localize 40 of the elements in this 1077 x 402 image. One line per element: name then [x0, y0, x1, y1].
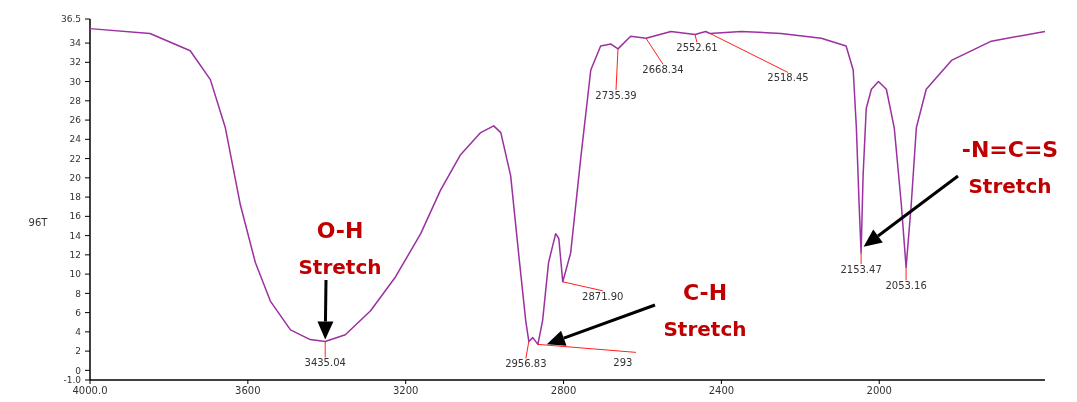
y-tick-label: 34 [69, 38, 82, 49]
y-tick-label: 18 [69, 192, 82, 203]
x-tick-label: 2000 [866, 385, 892, 396]
y-axis-title: 96T [28, 216, 49, 228]
y-tick-label: 16 [69, 211, 82, 222]
annotation: 2053.16 [885, 280, 927, 292]
y-tick-label: 20 [69, 172, 82, 183]
y-tick-label: 22 [69, 153, 81, 164]
annotation: 2518.45 [767, 72, 809, 84]
y-tick-label: 6 [75, 307, 82, 318]
y-tick-label: 10 [69, 269, 82, 280]
annotation: O-H Stretch [298, 218, 382, 279]
y-tick-label: 12 [69, 250, 81, 260]
y-tick-label: 28 [69, 95, 82, 106]
y-tick-label: 8 [75, 288, 82, 299]
annotation: -N=C=S Stretch [961, 137, 1059, 198]
x-tick-label: 4000.0 [72, 385, 108, 396]
y-tick-label: -1.0 [63, 375, 82, 386]
y-tick-label: 2 [75, 346, 81, 357]
annotation: 2871.90 [582, 290, 624, 302]
x-tick-label: 3600 [235, 385, 261, 396]
y-tick-label: 26 [69, 115, 82, 126]
x-tick-label: 2800 [550, 385, 577, 396]
y-tick-label: 14 [69, 230, 82, 241]
annotation: C-H Stretch [663, 280, 747, 341]
annotation: 2552.61 [676, 42, 718, 54]
y-tick-label: 4 [75, 327, 82, 338]
y-tick-label: 32 [69, 57, 81, 68]
annotation: 2735.39 [595, 89, 637, 101]
annotation: 3435.04 [304, 357, 346, 369]
annotation: 2956.83 [505, 358, 547, 370]
x-tick-label: 2400 [708, 385, 735, 396]
annotation: 2668.34 [642, 64, 684, 76]
annotation: 293 [613, 357, 633, 369]
y-tick-label: 36.5 [60, 14, 81, 25]
annotation: 2153.47 [840, 263, 882, 275]
y-tick-label: 30 [69, 76, 82, 87]
y-tick-label: 24 [69, 134, 82, 145]
x-tick-label: 3200 [392, 385, 419, 396]
y-tick-label: 0 [75, 365, 82, 376]
